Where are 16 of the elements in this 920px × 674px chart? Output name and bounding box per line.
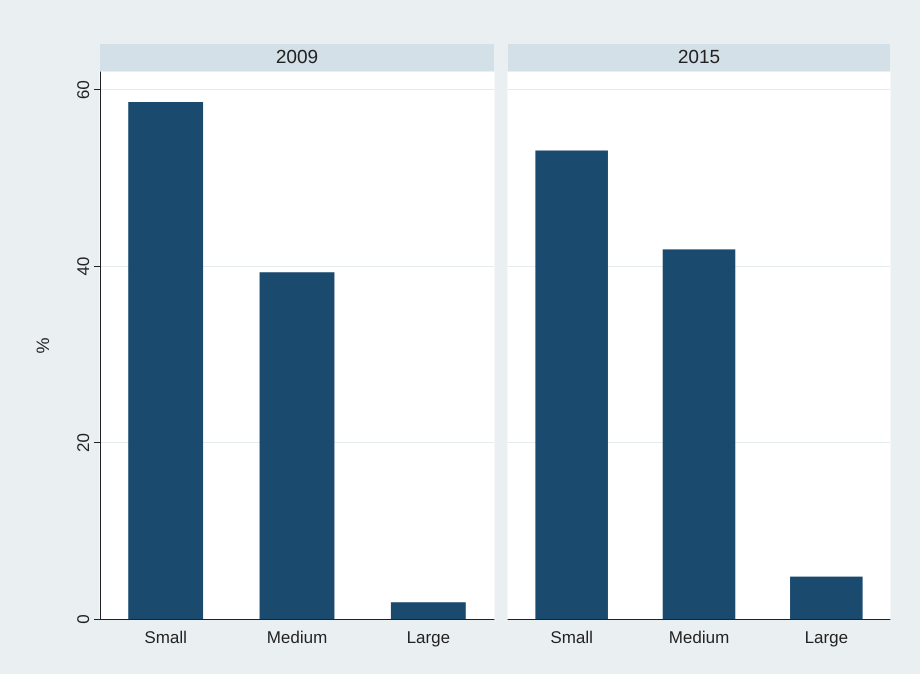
x-tick-label: Small [144,628,187,647]
bar [260,272,334,619]
chart-title: 2015 [508,44,890,72]
y-tick-label: 60 [74,80,93,100]
x-tick-label: Large [804,628,848,647]
y-tick-label: 20 [74,433,93,452]
x-tick-label: Small [550,628,593,647]
bar [128,102,204,619]
chart-title: 2009 [100,44,494,72]
x-tick-label: Medium [668,628,730,647]
x-tick-label: Medium [266,628,328,647]
x-tick-label: Large [406,628,450,647]
y-tick-label: 40 [74,256,93,276]
bar [390,602,466,619]
y-axis-title: % [33,337,53,354]
y-tick-label: 0 [74,614,93,624]
